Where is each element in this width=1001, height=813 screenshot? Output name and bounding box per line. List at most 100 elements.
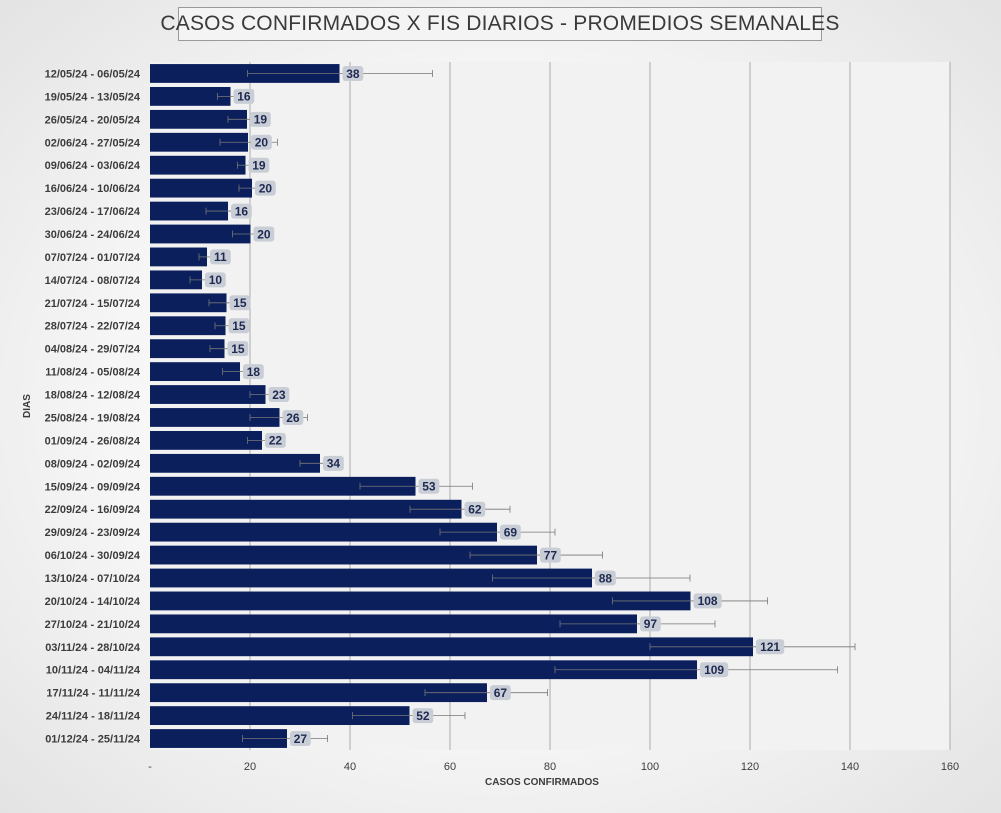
category-label: 25/08/24 - 19/08/24	[45, 412, 141, 424]
data-label: 77	[544, 548, 558, 562]
data-label-box	[290, 731, 311, 747]
data-label: 62	[468, 503, 482, 517]
bar	[150, 683, 487, 703]
category-label: 01/09/24 - 26/08/24	[45, 435, 141, 447]
data-label: 121	[760, 640, 780, 654]
x-tick-label: 20	[244, 761, 256, 773]
category-label: 29/09/24 - 23/09/24	[45, 527, 141, 539]
bar	[150, 476, 416, 496]
bar	[150, 729, 287, 748]
category-label: 27/10/24 - 21/10/24	[45, 619, 141, 631]
bar	[150, 430, 262, 450]
data-label-box	[700, 662, 729, 678]
x-tick-label: 160	[941, 761, 959, 773]
bar	[150, 132, 248, 152]
bar	[150, 316, 226, 336]
category-label: 03/11/24 - 28/10/24	[45, 642, 141, 654]
bar-series	[150, 64, 753, 748]
data-label-box	[640, 616, 661, 632]
bar	[150, 201, 228, 221]
data-label-box	[227, 341, 249, 357]
data-label: 23	[272, 388, 286, 402]
bar	[150, 591, 691, 611]
category-label: 12/05/24 - 06/05/24	[45, 68, 141, 80]
category-label: 07/07/24 - 01/07/24	[45, 252, 141, 264]
data-label-box	[418, 478, 440, 494]
data-label: 109	[704, 663, 724, 677]
data-label: 19	[252, 159, 266, 173]
data-label-box	[255, 180, 276, 196]
category-label: 28/07/24 - 22/07/24	[45, 321, 141, 333]
bar	[150, 385, 266, 404]
data-label-box	[250, 111, 271, 127]
data-label-box	[500, 524, 521, 540]
x-tick-label: 40	[344, 761, 356, 773]
bar	[150, 568, 592, 588]
category-label: 18/08/24 - 12/08/24	[45, 390, 141, 402]
data-label-box	[323, 455, 344, 471]
gridlines	[249, 62, 951, 750]
data-label: 15	[232, 319, 246, 333]
category-label: 19/05/24 - 13/05/24	[45, 91, 141, 103]
bar	[150, 109, 247, 129]
category-label: 06/10/24 - 30/09/24	[45, 550, 141, 562]
bar	[150, 293, 227, 313]
data-label-box	[233, 88, 255, 104]
data-label-box	[282, 409, 304, 425]
x-tick-label: 120	[741, 761, 759, 773]
category-label: 09/06/24 - 03/06/24	[45, 160, 141, 172]
bar	[150, 339, 225, 359]
data-label-box	[490, 685, 511, 701]
bar	[150, 86, 231, 106]
x-tick-label: 140	[841, 761, 859, 773]
data-label-box	[464, 501, 486, 517]
bar	[150, 637, 753, 657]
bar	[150, 614, 637, 634]
category-label: 15/09/24 - 09/09/24	[45, 481, 141, 493]
bar	[150, 155, 246, 175]
bar	[150, 499, 462, 519]
bar	[150, 453, 320, 473]
category-label: 24/11/24 - 18/11/24	[46, 711, 141, 723]
category-label: 16/06/24 - 10/06/24	[45, 183, 141, 195]
category-label: 10/11/24 - 04/11/24	[46, 665, 141, 677]
data-label: 20	[259, 181, 273, 195]
data-label: 108	[698, 594, 718, 608]
data-label: 34	[327, 457, 341, 471]
category-label: 14/07/24 - 08/07/24	[45, 275, 141, 287]
data-label: 10	[209, 273, 223, 287]
data-label: 22	[269, 434, 283, 448]
data-label-box	[253, 226, 275, 242]
data-label: 15	[231, 342, 245, 356]
data-label: 20	[255, 136, 269, 150]
data-label-box	[756, 639, 785, 655]
data-label: 97	[644, 617, 658, 631]
data-label-box	[251, 134, 272, 150]
data-label-box	[595, 570, 616, 586]
data-label: 53	[422, 480, 436, 494]
data-label: 11	[214, 250, 227, 264]
data-label: 38	[346, 67, 360, 81]
category-label: 30/06/24 - 24/06/24	[45, 229, 141, 241]
data-label-box	[412, 708, 434, 724]
category-label: 17/11/24 - 11/11/24	[46, 688, 140, 700]
data-label: 16	[237, 90, 251, 104]
x-tick-label: 80	[544, 761, 556, 773]
x-axis-title: CASOS CONFIRMADOS	[485, 777, 599, 788]
category-label: 02/06/24 - 27/05/24	[45, 137, 141, 149]
category-label: 22/09/24 - 16/09/24	[45, 504, 141, 516]
category-label: 01/12/24 - 25/11/24	[45, 734, 141, 746]
data-label: 16	[235, 204, 249, 218]
bar	[150, 224, 251, 244]
chart-title-box: CASOS CONFIRMADOS X FIS DIARIOS - PROMED…	[160, 7, 839, 41]
bar	[150, 64, 340, 83]
data-label: 67	[494, 686, 508, 700]
data-label-box	[229, 295, 251, 311]
bar	[150, 522, 497, 542]
data-label: 27	[294, 732, 308, 746]
data-label: 19	[254, 113, 268, 127]
x-tick-label: 100	[641, 761, 659, 773]
bar	[150, 408, 280, 427]
data-label-box	[243, 364, 264, 380]
